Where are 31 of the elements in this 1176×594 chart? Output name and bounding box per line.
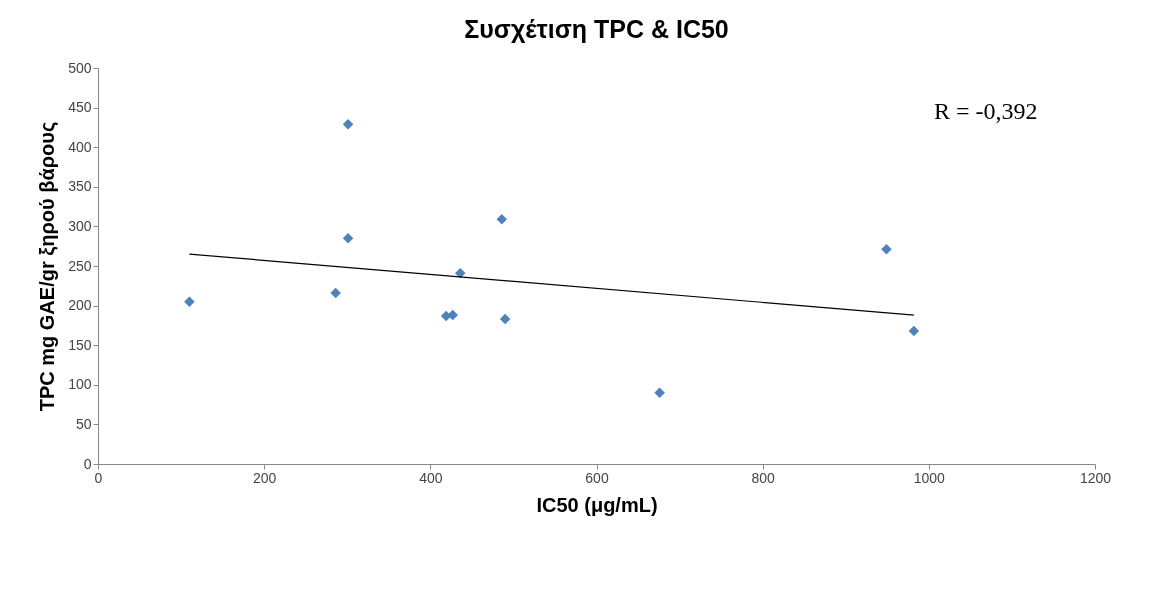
y-tick-label: 400 — [68, 138, 92, 155]
y-tick-label: 250 — [68, 257, 92, 274]
y-tick-label: 0 — [83, 455, 92, 472]
y-axis-title: TPC mg GAE/gr ξηρού βάρους — [36, 121, 59, 412]
point — [342, 118, 354, 130]
y-tick-label: 350 — [68, 178, 92, 195]
x-axis-title: IC50 (μg/mL) — [536, 493, 658, 516]
y-tick-label: 300 — [68, 217, 92, 234]
point — [496, 214, 508, 225]
x-tick-label: 400 — [419, 469, 443, 486]
point — [342, 233, 354, 244]
x-tick-label: 0 — [94, 469, 103, 486]
annotation: R = -0,392 — [934, 98, 1038, 124]
point — [499, 313, 511, 325]
point — [881, 244, 892, 255]
point — [908, 325, 920, 337]
y-tick-label: 500 — [68, 59, 92, 76]
y-tick-label: 50 — [75, 415, 92, 432]
x-tick-label: 1000 — [913, 469, 946, 486]
y-tick-label: 150 — [68, 336, 92, 353]
point — [654, 387, 665, 398]
x-tick-label: 600 — [585, 469, 609, 486]
y-tick-label: 100 — [68, 376, 92, 393]
x-tick-label: 1200 — [1079, 469, 1112, 486]
y-tick-label: 200 — [68, 297, 92, 314]
point — [184, 296, 195, 307]
chart-title: Συσχέτιση TPC & IC50 — [464, 15, 729, 43]
point — [330, 287, 341, 299]
y-tick-label: 450 — [68, 99, 92, 116]
x-tick-label: 200 — [252, 469, 277, 486]
x-tick-label: 800 — [751, 469, 776, 486]
